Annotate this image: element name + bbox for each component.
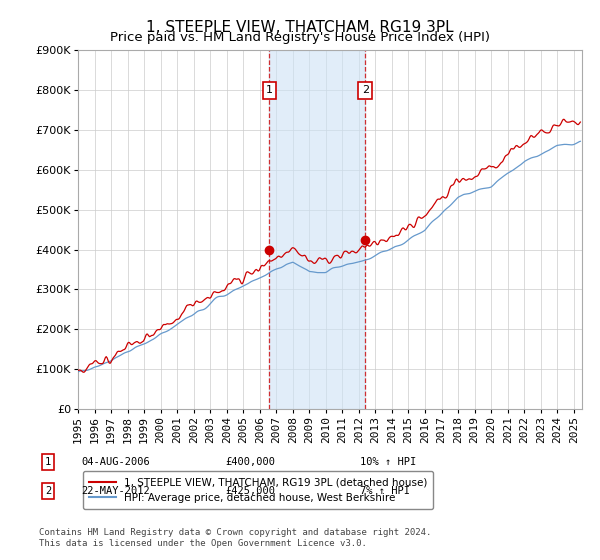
Text: 1: 1: [45, 457, 51, 467]
Text: £400,000: £400,000: [225, 457, 275, 467]
Text: Contains HM Land Registry data © Crown copyright and database right 2024.
This d: Contains HM Land Registry data © Crown c…: [39, 528, 431, 548]
Text: 7% ↑ HPI: 7% ↑ HPI: [360, 486, 410, 496]
Text: 1: 1: [266, 85, 273, 95]
Text: Price paid vs. HM Land Registry's House Price Index (HPI): Price paid vs. HM Land Registry's House …: [110, 31, 490, 44]
Text: 2: 2: [45, 486, 51, 496]
Text: £425,000: £425,000: [225, 486, 275, 496]
Text: 10% ↑ HPI: 10% ↑ HPI: [360, 457, 416, 467]
Text: 1, STEEPLE VIEW, THATCHAM, RG19 3PL: 1, STEEPLE VIEW, THATCHAM, RG19 3PL: [146, 20, 454, 35]
Text: 04-AUG-2006: 04-AUG-2006: [81, 457, 150, 467]
Text: 22-MAY-2012: 22-MAY-2012: [81, 486, 150, 496]
Text: 2: 2: [362, 85, 369, 95]
Legend: 1, STEEPLE VIEW, THATCHAM, RG19 3PL (detached house), HPI: Average price, detach: 1, STEEPLE VIEW, THATCHAM, RG19 3PL (det…: [83, 472, 433, 509]
Bar: [269, 50, 365, 409]
